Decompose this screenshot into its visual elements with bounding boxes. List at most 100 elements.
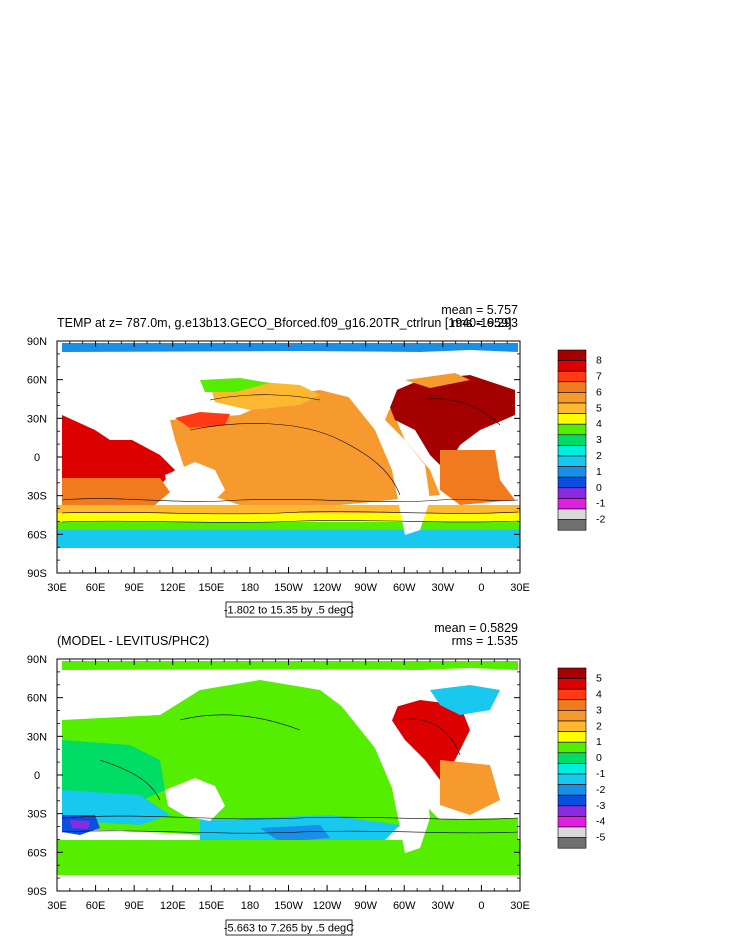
bering-region: [200, 378, 270, 392]
x-tick-label: 120W: [313, 900, 342, 912]
y-tick-label: 90S: [27, 568, 47, 580]
colorbar-swatch: [557, 519, 587, 531]
x-tick-label: 60E: [86, 900, 106, 912]
colorbar-label: -5: [596, 832, 605, 844]
colorbar-label: -1: [596, 768, 605, 780]
panel-difference: (MODEL - LEVITUS/PHC2) mean = 0.5829 rms…: [27, 621, 605, 936]
y-tick-label: 0: [34, 770, 40, 782]
colorbar-swatch: [557, 699, 587, 711]
atlantic-ocean: [385, 700, 470, 780]
colorbar-label: 6: [596, 386, 602, 398]
x-tick-label: 150E: [198, 900, 224, 912]
atlantic-ocean: [385, 375, 515, 470]
southern-band-1: [57, 505, 520, 513]
y-tick-label: 0: [34, 452, 40, 464]
y-tick-label: 30S: [27, 491, 47, 503]
colorbar-swatch: [557, 805, 587, 817]
colorbar-label: 5: [596, 673, 602, 685]
colorbar-label: 0: [596, 482, 602, 494]
arctic-band: [62, 343, 518, 352]
rms-label: rms = 6.293: [452, 316, 518, 330]
x-tick-label: 150E: [198, 582, 224, 594]
rms-label: rms = 1.535: [452, 634, 518, 648]
south-atlantic-green: [405, 818, 518, 845]
range-label: -1.802 to 15.35 by .5 degC: [224, 605, 354, 617]
map-field: [57, 343, 520, 548]
cold-patch-center: [70, 820, 90, 829]
colorbar-label: 2: [596, 450, 602, 462]
x-tick-label: 150W: [274, 900, 303, 912]
colorbar-label: 8: [596, 355, 602, 367]
y-tick-label: 90N: [27, 336, 47, 348]
colorbar-swatch: [557, 508, 587, 520]
southern-band-4: [57, 530, 520, 548]
y-axis: 90N 60N 30N 0 30S 60S 90S: [27, 654, 520, 898]
colorbar-swatch: [557, 752, 587, 764]
colorbar-label: 1: [596, 466, 602, 478]
contour-lines: [61, 394, 519, 523]
colorbar-label: 3: [596, 434, 602, 446]
y-tick-label: 60S: [27, 847, 47, 859]
colorbar-swatch: [557, 413, 587, 425]
colorbar-swatch: [557, 741, 587, 754]
colorbar-swatch: [557, 370, 587, 383]
x-tick-label: 30E: [510, 900, 530, 912]
x-tick-label: 30W: [432, 582, 455, 594]
x-tick-label: 120W: [313, 582, 342, 594]
colorbar-swatch: [557, 731, 587, 743]
land-africa-europe: [480, 420, 518, 480]
x-tick-label: 0: [478, 900, 484, 912]
x-axis: 30E 60E 90E 120E 150E 180 150W 120W 90W 60W 30W 0 30…: [47, 659, 530, 912]
colorbar-swatch: [557, 784, 587, 796]
colorbar-swatch: [557, 710, 587, 722]
mean-label: mean = 5.757: [441, 303, 518, 317]
colorbar-swatch: [557, 498, 587, 510]
kuroshio-warm: [175, 412, 230, 428]
panel-temperature: TEMP at z= 787.0m, g.e13b13.GECO_Bforced…: [27, 303, 605, 618]
colorbar-swatch: [557, 773, 587, 785]
x-tick-label: 60E: [86, 582, 106, 594]
colorbar-swatch: [557, 455, 587, 467]
colorbar-swatch: [557, 466, 587, 478]
x-tick-label: 180: [241, 900, 259, 912]
map-field: [57, 661, 520, 891]
x-axis: 30E 60E 90E 120E 150E 180 150W 120W 90W 60W 30W 0 30…: [47, 341, 530, 594]
x-tick-label: 0: [478, 582, 484, 594]
colorbar-swatch: [557, 349, 587, 361]
colorbar-swatch: [557, 392, 587, 404]
land-australia: [165, 778, 225, 821]
colorbar-swatch: [557, 476, 587, 489]
colorbar-swatch: [557, 816, 587, 828]
x-tick-label: 30E: [47, 582, 67, 594]
land-americas: [320, 673, 430, 853]
y-tick-label: 30S: [27, 809, 47, 821]
colorbar-label: 5: [596, 402, 602, 414]
colorbar-label: 4: [596, 418, 602, 430]
colorbar-swatch: [557, 837, 587, 849]
x-tick-label: 30E: [47, 900, 67, 912]
colorbar-swatch: [557, 381, 587, 393]
colorbar-label: -4: [596, 816, 605, 828]
y-tick-label: 60N: [27, 375, 47, 387]
colorbar-swatch: [557, 360, 587, 372]
colorbar-label: 3: [596, 704, 602, 716]
x-tick-label: 30E: [510, 582, 530, 594]
colorbar-swatch: [557, 794, 587, 807]
colorbar-label: 4: [596, 689, 602, 701]
colorbar-swatch: [557, 720, 587, 732]
x-tick-label: 90E: [124, 582, 144, 594]
colorbar-swatch: [557, 445, 587, 457]
x-tick-label: 120E: [160, 900, 186, 912]
y-tick-label: 60S: [27, 529, 47, 541]
y-tick-label: 60N: [27, 693, 47, 705]
colorbar-label: -1: [596, 498, 605, 510]
y-axis: 90N 60N 30N 0 30S 60S 90S: [27, 336, 520, 580]
colorbar-label: -3: [596, 800, 605, 812]
y-tick-label: 30N: [27, 413, 47, 425]
colorbar: 8 7 6 5 4 3 2 1 0 -1 -2: [557, 349, 605, 531]
colorbar-label: 0: [596, 752, 602, 764]
colorbar-swatch: [557, 402, 587, 414]
colorbar-swatch: [557, 763, 587, 775]
x-tick-label: 120E: [160, 582, 186, 594]
x-tick-label: 60W: [393, 582, 416, 594]
